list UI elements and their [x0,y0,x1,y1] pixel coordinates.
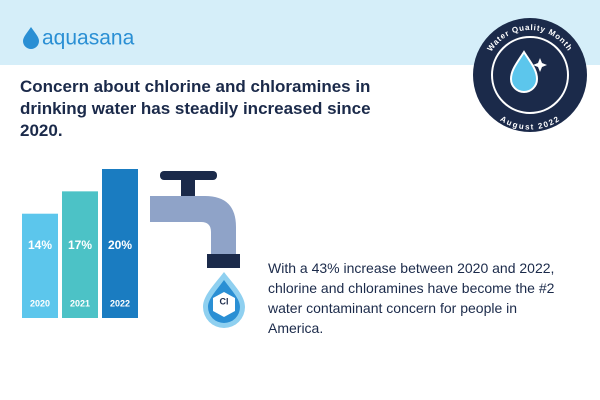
faucet-nozzle [207,254,240,268]
value-label: 14% [28,238,52,252]
faucet-stem [181,178,195,196]
value-label: 17% [68,238,92,252]
annotation: With a 43% increase between 2020 and 202… [268,260,555,336]
category-label: 2022 [110,298,130,308]
category-label: 2021 [70,298,90,308]
category-label: 2020 [30,298,50,308]
bar [22,213,58,318]
chart-title: Concern about chlorine and chloramines i… [20,77,371,140]
bar [102,169,138,318]
faucet-pipe [150,196,236,256]
badge-drop [509,50,539,93]
badge-sparkle [533,58,547,72]
brand-logo: aquasana [42,27,135,50]
bar [62,191,98,318]
logo-drop [23,27,39,49]
badge-ring [491,36,569,114]
value-label: 20% [108,238,132,252]
icon-label: Cl [220,296,229,306]
hexagon [213,292,235,317]
faucet-handle [160,171,217,180]
